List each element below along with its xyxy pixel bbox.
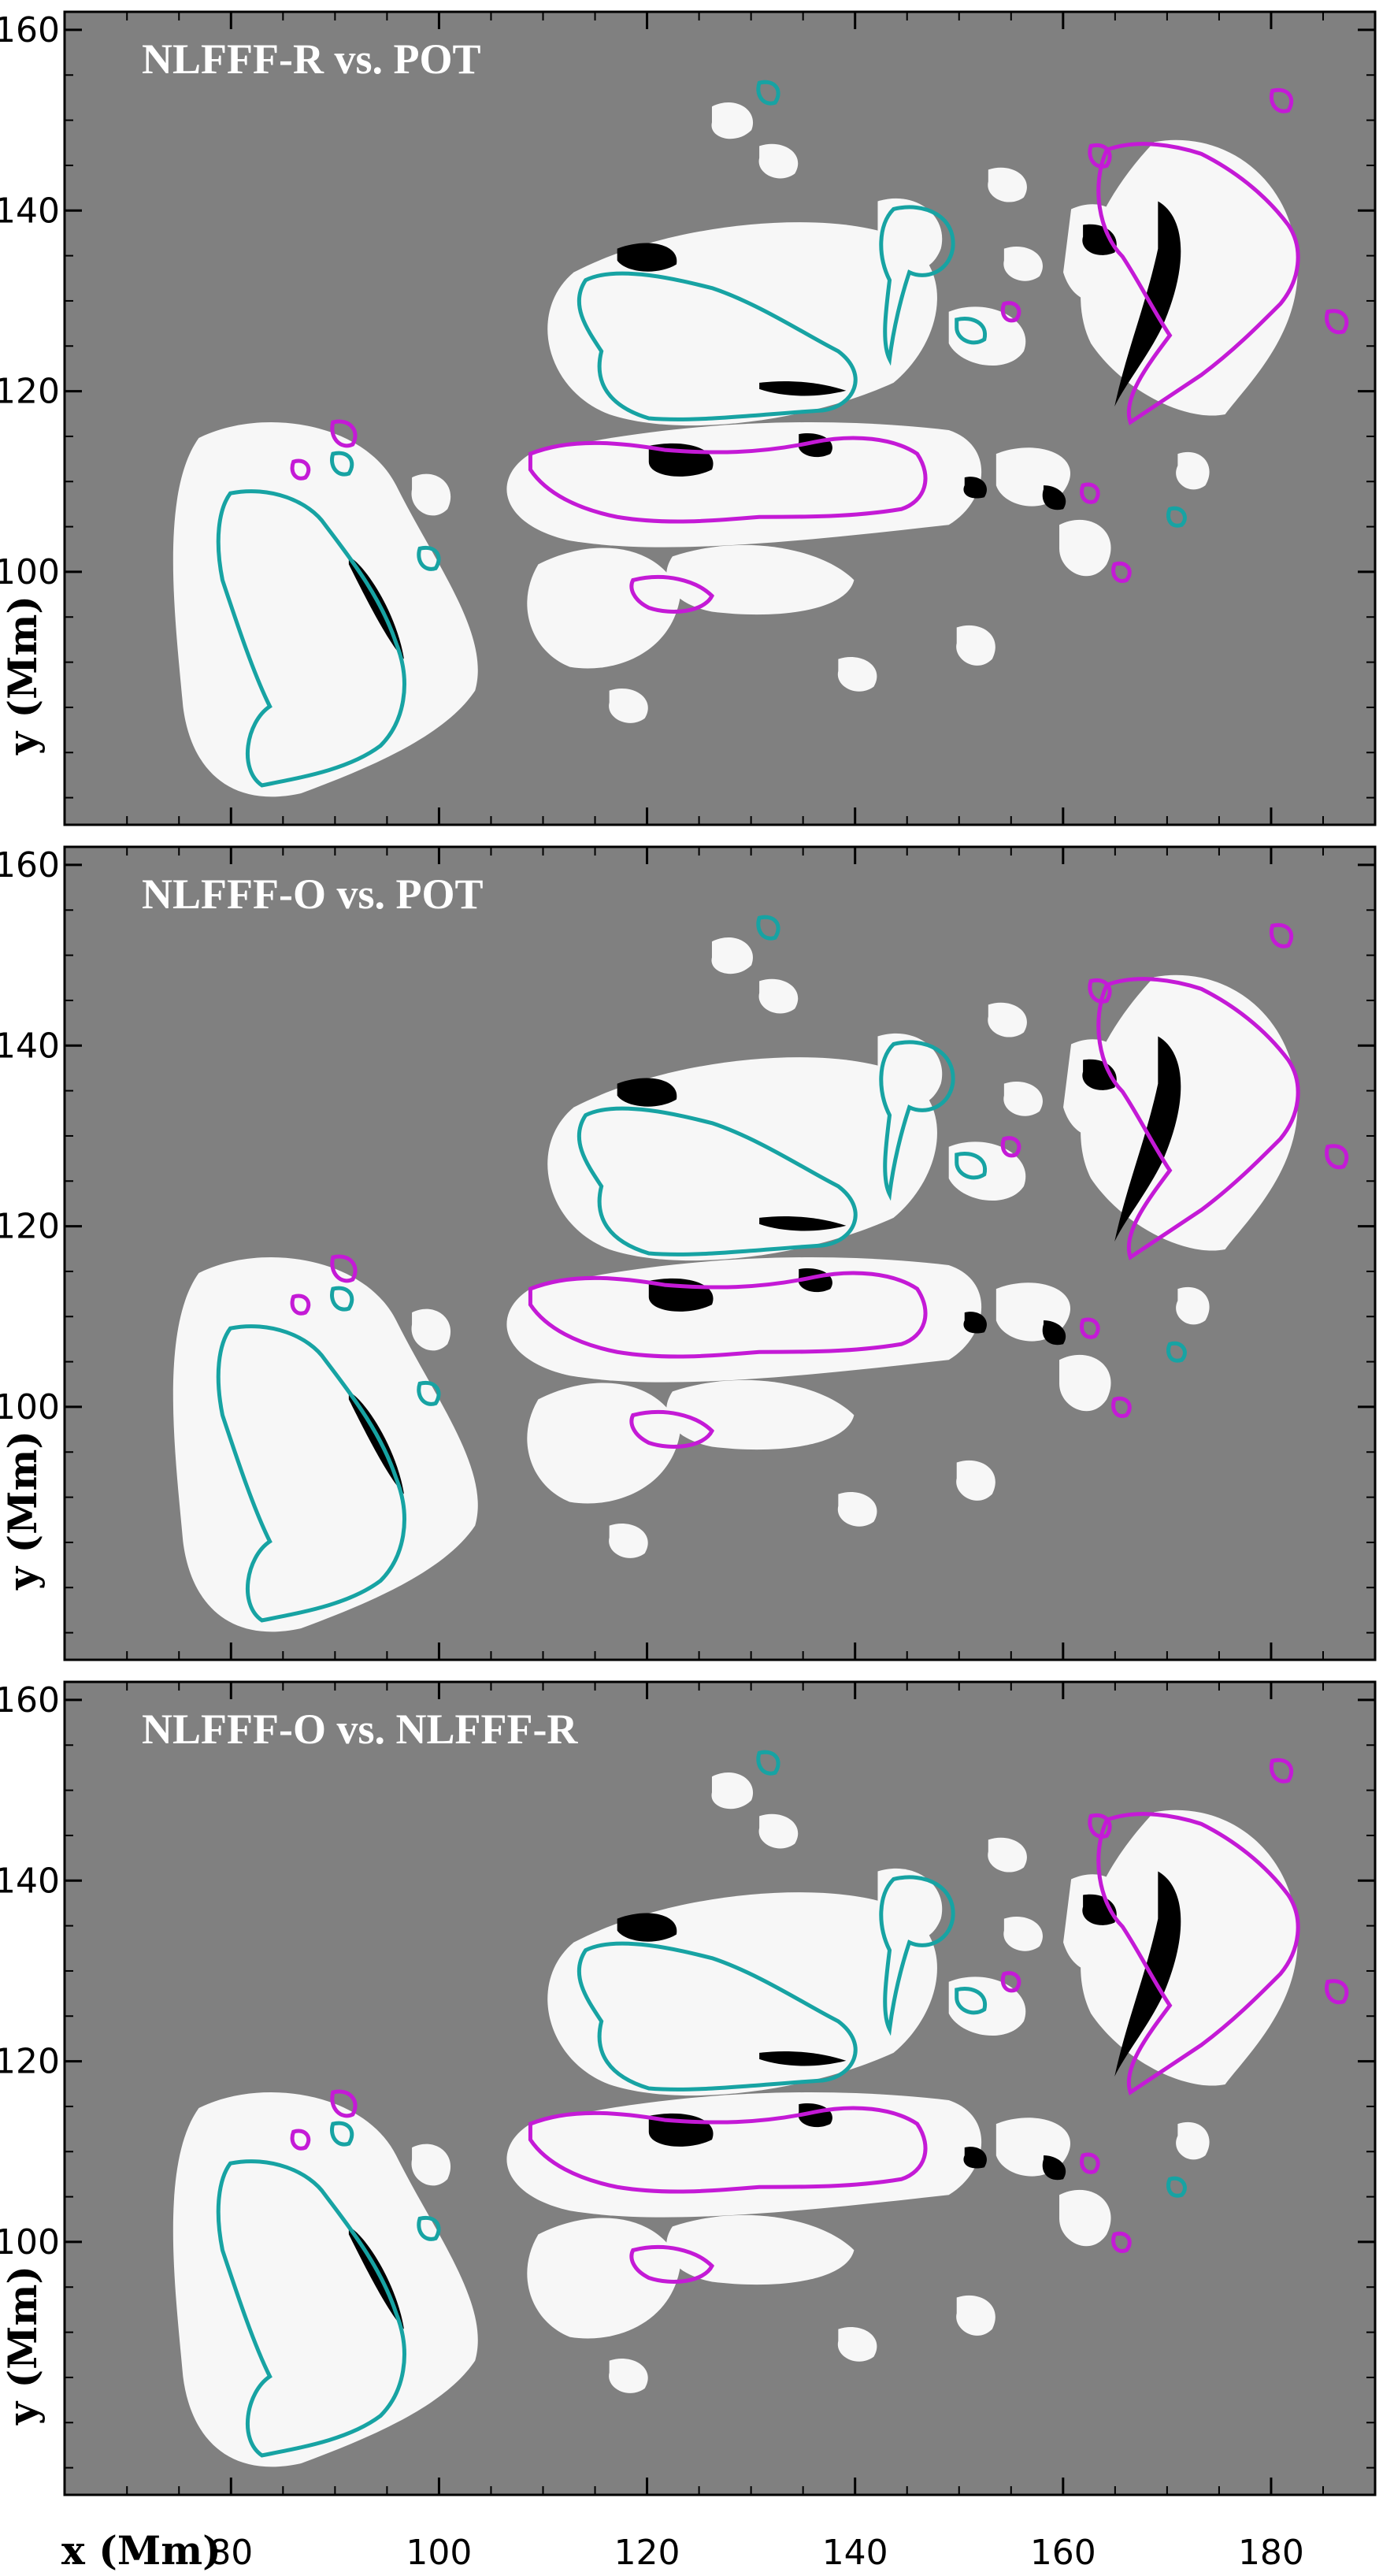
- y-tick-label: 160: [0, 10, 60, 50]
- panel-frame: [63, 1680, 1377, 2496]
- y-tick-label: 160: [0, 845, 60, 885]
- y-axis-title: y (Mm): [0, 1431, 46, 1591]
- panel-2: 100 120 140 160 NLFFF-O vs. POT y (Mm): [0, 845, 1377, 1661]
- y-tick-label: 140: [0, 191, 60, 231]
- x-tick-label: 120: [614, 2533, 680, 2573]
- y-tick-label: 120: [0, 2042, 60, 2082]
- y-tick-label: 100: [0, 552, 60, 592]
- panel-3: 100 120 140 160 NLFFF-O vs. NLFFF-R y (Mm): [0, 1680, 1377, 2496]
- panel-title: NLFFF-O vs. NLFFF-R: [142, 1706, 578, 1753]
- x-tick-label: 160: [1030, 2533, 1096, 2573]
- panel-frame: [63, 845, 1377, 1661]
- y-tick-label: 120: [0, 1207, 60, 1247]
- y-tick-label: 140: [0, 1026, 60, 1066]
- y-tick-label: 140: [0, 1861, 60, 1901]
- x-tick-label: 180: [1238, 2533, 1304, 2573]
- panel-title: NLFFF-O vs. POT: [142, 870, 483, 918]
- x-tick-label: 80: [209, 2533, 253, 2573]
- y-tick-label: 100: [0, 2222, 60, 2262]
- panel-title: NLFFF-R vs. POT: [142, 35, 480, 83]
- y-tick-label: 100: [0, 1387, 60, 1427]
- x-tick-labels: 80 100 120 140 160 180: [209, 2533, 1304, 2573]
- panel-frame: [63, 10, 1377, 826]
- panel-1: 100 120 140 160 NLFFF-R vs. POT y (Mm): [0, 10, 1377, 826]
- x-tick-label: 100: [406, 2533, 472, 2573]
- y-tick-label: 120: [0, 372, 60, 412]
- y-axis-title: y (Mm): [0, 2266, 46, 2426]
- y-axis-title: y (Mm): [0, 596, 46, 755]
- x-axis-title: x (Mm): [61, 2527, 221, 2574]
- x-tick-label: 140: [822, 2533, 888, 2573]
- y-tick-label: 160: [0, 1680, 60, 1720]
